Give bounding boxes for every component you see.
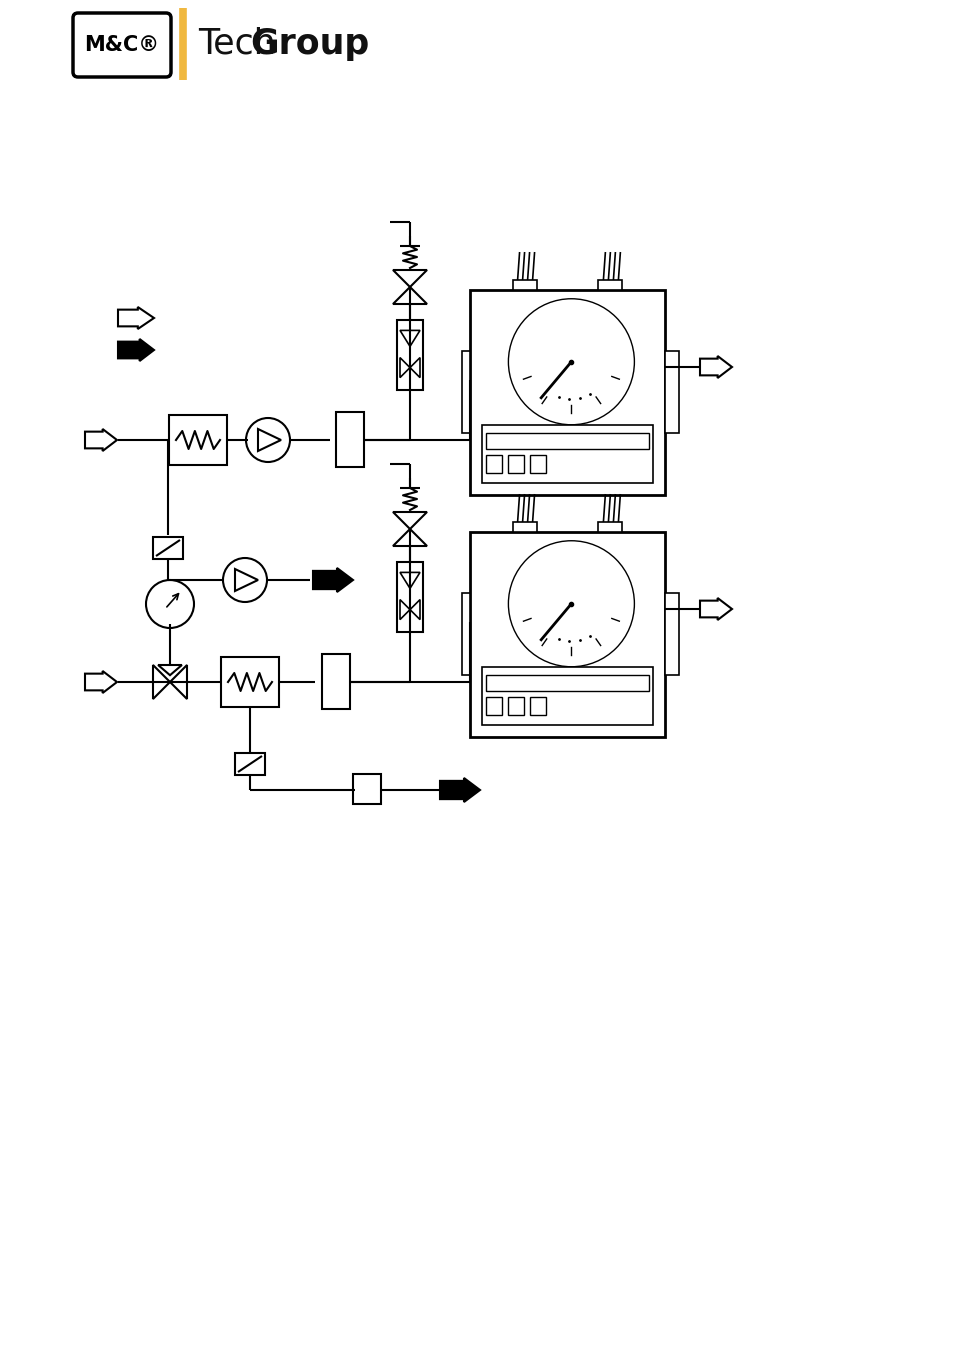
Bar bbox=[485, 675, 648, 691]
Bar bbox=[335, 413, 364, 467]
Polygon shape bbox=[170, 666, 187, 699]
Circle shape bbox=[516, 548, 626, 659]
Text: M&C®: M&C® bbox=[85, 35, 159, 55]
Polygon shape bbox=[393, 270, 427, 288]
Polygon shape bbox=[85, 671, 117, 693]
Polygon shape bbox=[158, 666, 182, 675]
FancyBboxPatch shape bbox=[73, 14, 171, 77]
Polygon shape bbox=[393, 512, 427, 529]
Bar bbox=[353, 774, 380, 805]
Circle shape bbox=[146, 580, 193, 628]
Polygon shape bbox=[118, 339, 153, 360]
Bar bbox=[485, 455, 501, 472]
Bar bbox=[530, 455, 545, 472]
Polygon shape bbox=[700, 598, 731, 620]
Bar bbox=[512, 279, 536, 290]
Bar bbox=[322, 655, 350, 710]
Polygon shape bbox=[399, 599, 419, 620]
Polygon shape bbox=[152, 666, 170, 699]
Bar bbox=[530, 697, 545, 716]
Circle shape bbox=[246, 418, 290, 462]
Bar bbox=[598, 522, 621, 532]
Bar bbox=[234, 753, 265, 775]
Text: Tech: Tech bbox=[198, 27, 275, 61]
Polygon shape bbox=[700, 356, 731, 378]
Polygon shape bbox=[257, 429, 281, 451]
Bar bbox=[664, 594, 679, 675]
Bar bbox=[470, 532, 664, 737]
Polygon shape bbox=[85, 429, 117, 451]
Polygon shape bbox=[234, 568, 257, 591]
Bar bbox=[461, 594, 470, 675]
Polygon shape bbox=[118, 306, 153, 329]
Bar bbox=[221, 657, 278, 707]
Bar bbox=[485, 697, 501, 716]
Polygon shape bbox=[393, 529, 427, 545]
Polygon shape bbox=[313, 568, 353, 593]
Bar bbox=[512, 522, 536, 532]
Polygon shape bbox=[439, 778, 479, 802]
Circle shape bbox=[516, 306, 626, 417]
Text: Group: Group bbox=[250, 27, 369, 61]
Bar bbox=[485, 433, 648, 450]
Bar bbox=[481, 425, 652, 483]
Bar bbox=[169, 414, 227, 464]
Circle shape bbox=[223, 558, 267, 602]
Bar bbox=[152, 537, 183, 559]
Circle shape bbox=[508, 298, 634, 425]
Bar bbox=[507, 455, 523, 472]
Bar bbox=[598, 279, 621, 290]
Bar bbox=[396, 562, 422, 632]
Bar bbox=[396, 320, 422, 390]
Bar bbox=[481, 667, 652, 725]
Polygon shape bbox=[393, 288, 427, 304]
Bar bbox=[507, 697, 523, 716]
Bar bbox=[470, 290, 664, 495]
Bar bbox=[664, 351, 679, 433]
Polygon shape bbox=[399, 358, 419, 378]
Polygon shape bbox=[399, 331, 419, 347]
Circle shape bbox=[508, 541, 634, 667]
Polygon shape bbox=[399, 572, 419, 589]
Bar bbox=[461, 351, 470, 433]
